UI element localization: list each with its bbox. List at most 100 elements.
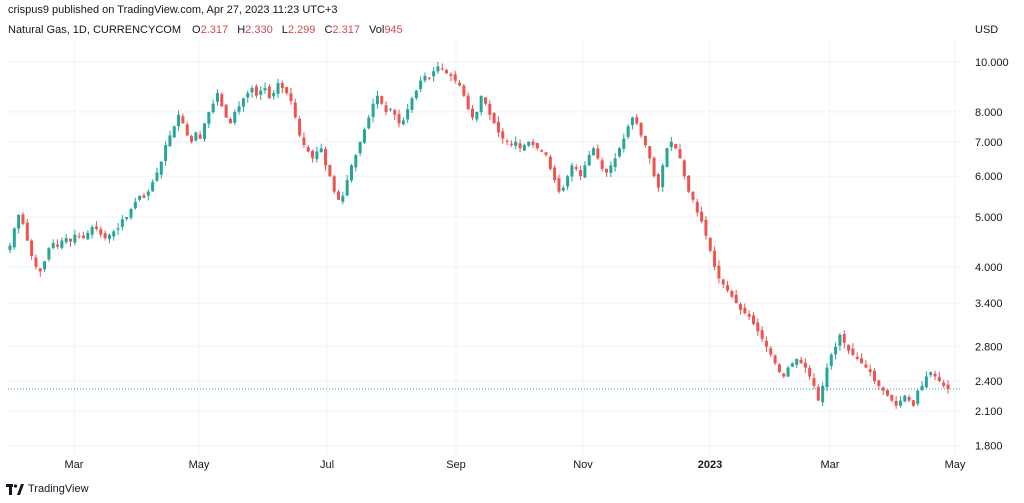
candle-body [509, 143, 513, 145]
candle-body [695, 201, 699, 213]
candle-body [773, 355, 777, 364]
candle-body [328, 165, 332, 177]
candle-body [337, 191, 341, 200]
candle-body [583, 165, 587, 178]
open-label: O [192, 24, 201, 36]
candle-body [220, 94, 224, 107]
candle-body [903, 395, 907, 402]
candle-body [911, 400, 915, 406]
candle-body [228, 118, 232, 124]
candle-body [207, 111, 211, 124]
candle-body [233, 111, 237, 123]
candle-body [721, 279, 725, 285]
candle-body [587, 154, 591, 166]
candle-body [566, 176, 570, 187]
candle-body [751, 315, 755, 324]
candle-body [531, 141, 535, 145]
y-tick-label: 2.800 [975, 342, 1003, 354]
candle-body [99, 229, 103, 235]
candle-body [263, 88, 267, 91]
candle-body [816, 386, 820, 401]
candle-body [635, 117, 639, 124]
candle-body [713, 250, 717, 267]
candle-body [388, 109, 392, 111]
low-value: 2.299 [287, 24, 316, 36]
candle-body [496, 121, 500, 133]
candle-body [272, 93, 276, 97]
y-tick-label: 3.400 [975, 298, 1003, 310]
candle-body [168, 135, 172, 147]
candle-body [885, 389, 889, 396]
candle-body [34, 257, 38, 267]
candle-body [198, 134, 202, 139]
y-tick-label: 6.000 [975, 171, 1003, 183]
candle-body [30, 240, 34, 256]
candle-body [691, 191, 695, 200]
candle-body [483, 97, 487, 104]
candle-body [548, 156, 552, 169]
candle-body [419, 80, 423, 90]
candle-body [592, 148, 596, 156]
candle-body [125, 217, 129, 220]
candle-body [302, 137, 306, 145]
candle-body [665, 148, 669, 168]
candle-body [103, 233, 107, 239]
candle-body [410, 98, 414, 110]
candle-body [829, 354, 833, 366]
candle-body [855, 356, 859, 359]
candle-body [142, 195, 146, 198]
candle-body [211, 103, 215, 113]
candle-body [51, 243, 55, 248]
candle-body [177, 114, 181, 127]
candle-body [860, 358, 864, 364]
candle-body [427, 77, 431, 79]
candle-body [764, 340, 768, 347]
candle-body [129, 209, 133, 218]
candle-body [808, 368, 812, 377]
candle-body [795, 358, 799, 365]
y-tick-label: 2.100 [975, 406, 1003, 418]
candle-body [708, 237, 712, 251]
y-tick-label: 8.000 [975, 107, 1003, 119]
candle-body [661, 165, 665, 188]
candle-body [8, 245, 12, 251]
candle-body [596, 148, 600, 159]
candle-body [527, 141, 531, 146]
candle-body [730, 290, 734, 297]
candle-body [462, 85, 466, 96]
candle-body [799, 359, 803, 364]
tradingview-footer: TradingView [6, 483, 89, 495]
volume-label: Vol [369, 24, 385, 36]
candle-body [890, 395, 894, 401]
candle-body [501, 131, 505, 139]
candle-body [172, 126, 176, 138]
candle-body [276, 83, 280, 94]
candle-body [190, 136, 194, 142]
candle-body [371, 103, 375, 117]
candle-body [479, 95, 483, 113]
candle-body [267, 86, 271, 99]
candle-body [933, 373, 937, 377]
candle-body [617, 148, 621, 157]
candle-body [864, 364, 868, 368]
candle-body [739, 304, 743, 310]
x-tick-label: 2023 [698, 459, 722, 471]
candle-body [544, 152, 548, 155]
candle-body [881, 387, 885, 391]
open-value: 2.317 [200, 24, 229, 36]
candle-body [907, 397, 911, 401]
candle-body [259, 90, 263, 95]
candle-body [574, 167, 578, 169]
candle-body [505, 140, 509, 142]
y-tick-label: 10.000 [975, 57, 1009, 69]
candle-body [77, 235, 81, 237]
candle-body [600, 160, 604, 169]
candle-body [488, 103, 492, 115]
candle-body [56, 244, 60, 247]
candle-body [12, 228, 16, 248]
candle-body [682, 160, 686, 177]
candle-body [393, 109, 397, 115]
x-tick-label: Mar [65, 459, 84, 471]
candle-body [557, 178, 561, 192]
